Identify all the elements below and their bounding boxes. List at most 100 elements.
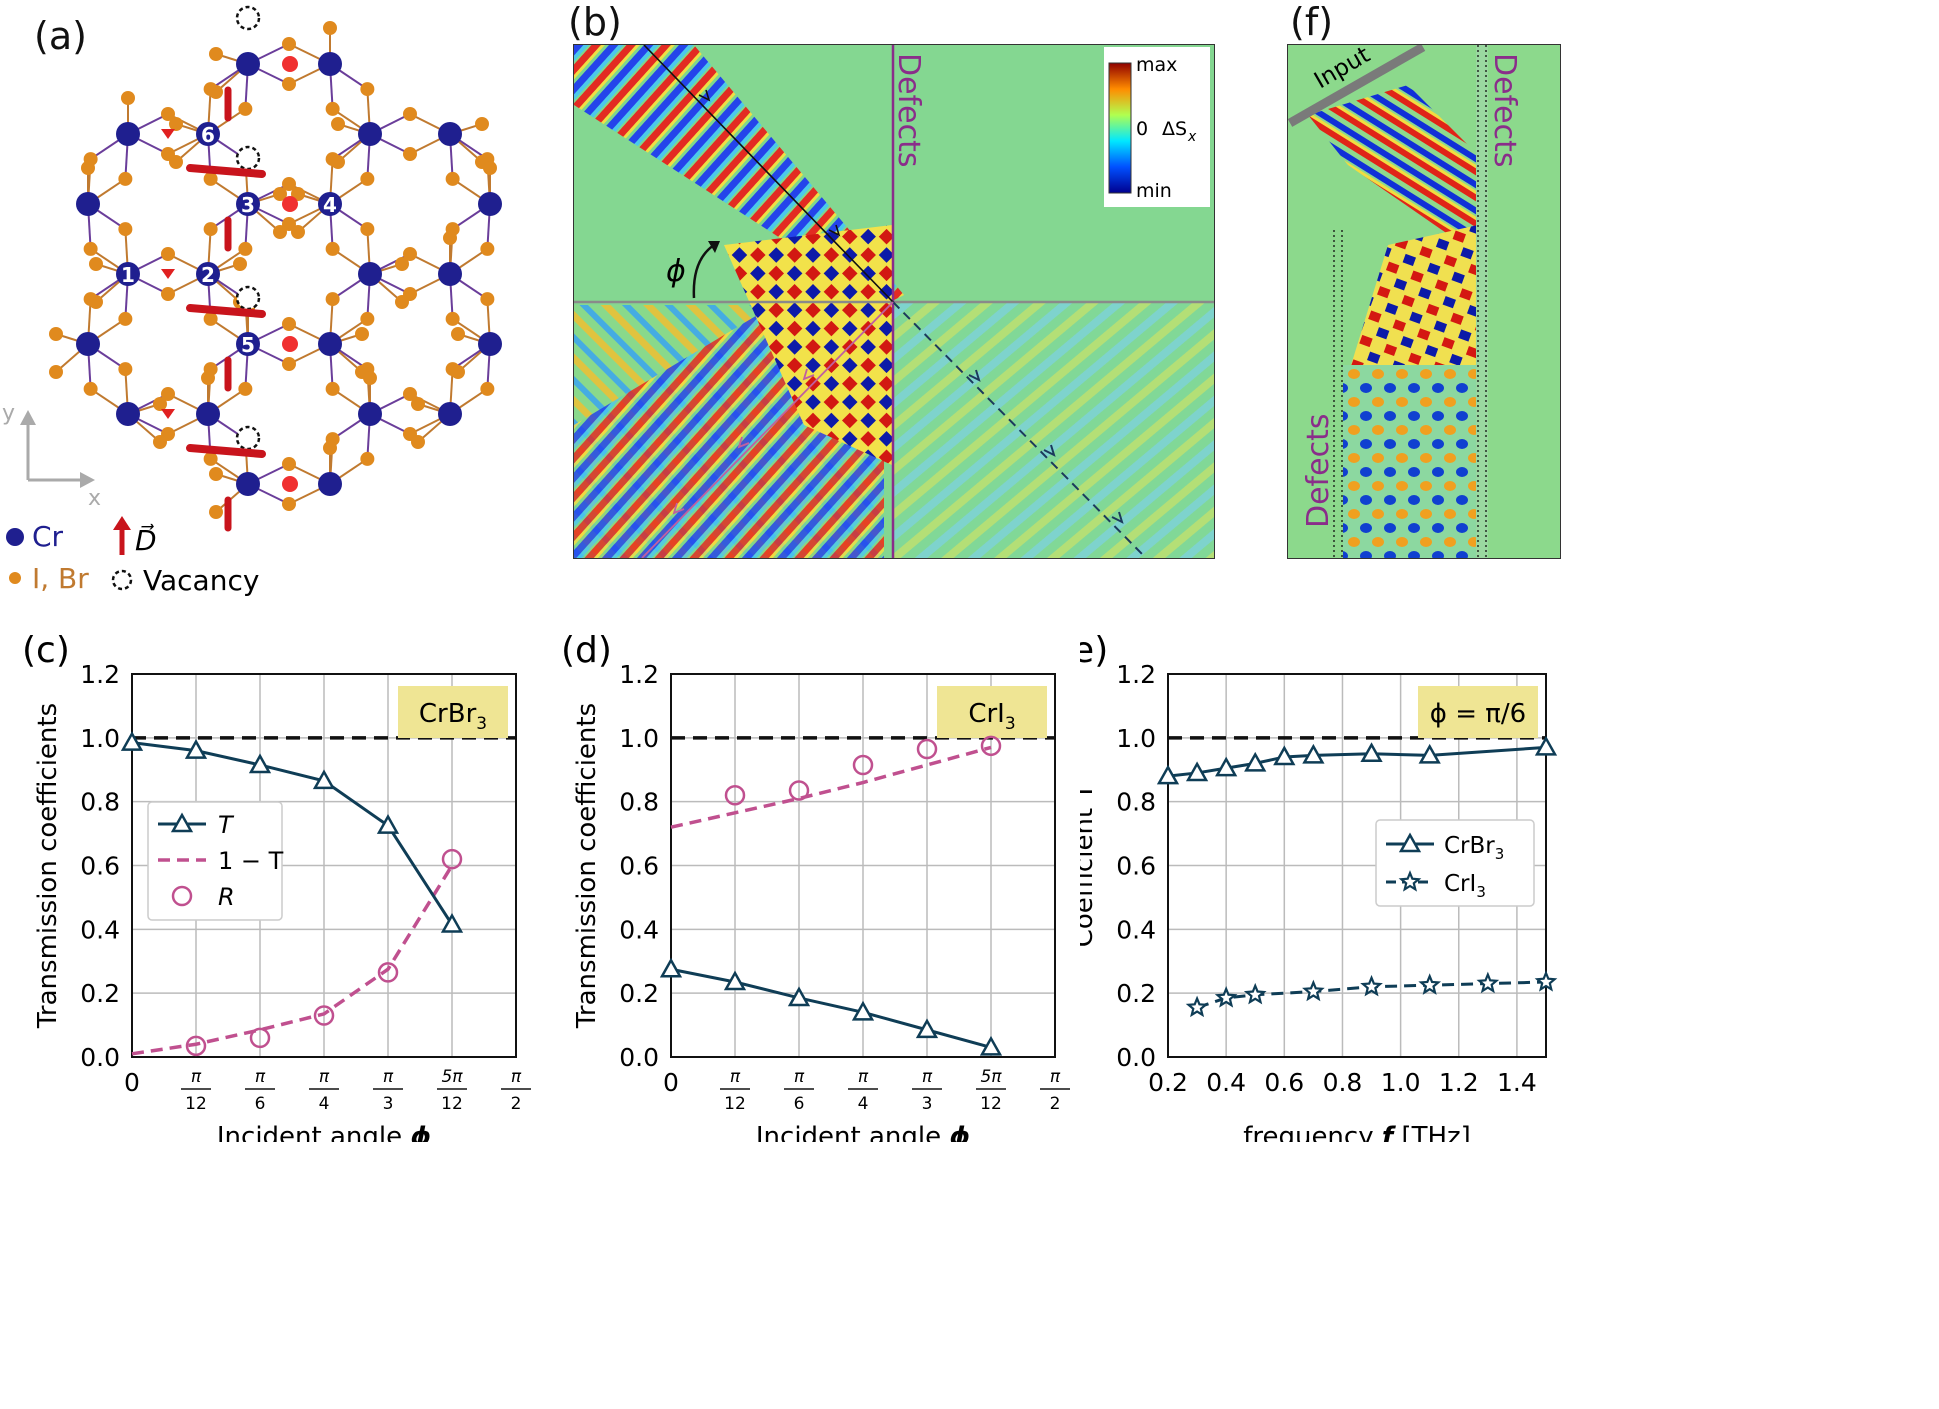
y-axis-label: Coefficient T	[1080, 784, 1099, 948]
colorbar-zero: 0	[1136, 118, 1148, 140]
xtick-den: 12	[724, 1094, 746, 1114]
halide-atom	[153, 397, 167, 411]
halide-atom	[445, 311, 460, 326]
halide-atom	[169, 155, 183, 169]
plot-frame	[670, 673, 1056, 1058]
halide-atom	[201, 371, 215, 385]
halide-atom	[121, 91, 135, 105]
xtick-label: 0.4	[1206, 1068, 1246, 1097]
chart-c: (c) 0.0 0.2 0.4 0.6 0.8 1.0 1.2 0 π 12 π 6 π 4 π 3 5π 12 π 2…	[22, 630, 531, 1142]
axis-y-label: y	[2, 401, 15, 426]
halide-atom	[323, 21, 337, 35]
colorbar-min: min	[1136, 180, 1172, 202]
point-crbr3	[1244, 751, 1267, 772]
dmi-dot	[282, 476, 298, 492]
point-crbr3	[1534, 735, 1558, 756]
xtick-label: 0.8	[1323, 1068, 1363, 1097]
point-t	[659, 957, 683, 978]
halide-atom	[233, 257, 247, 271]
xtick-num: π	[922, 1067, 933, 1087]
field-b-map: ϕ Defects max 0 ΔS x min	[574, 45, 1214, 558]
xtick-label: 1.0	[1381, 1068, 1421, 1097]
plot-frame	[1167, 673, 1547, 1058]
series-t	[131, 741, 454, 926]
halide-atom	[282, 317, 296, 331]
site-label: 3	[241, 193, 255, 217]
title-badge-text: ϕ = π/6	[1430, 699, 1526, 729]
ytick-label: 0.8	[619, 788, 659, 817]
halide-atom	[161, 387, 175, 401]
vacancy-marker	[235, 5, 261, 31]
legend-t-marker	[170, 812, 194, 833]
point-crbr3	[1418, 743, 1441, 764]
field-f: Input Defects Defects	[1287, 44, 1561, 559]
halide-atom	[480, 241, 495, 256]
xtick-num: π	[383, 1067, 394, 1087]
halide-atom	[118, 362, 133, 377]
halide-atom	[209, 505, 223, 519]
cr-atom	[76, 192, 100, 216]
point-r	[249, 1027, 271, 1049]
colorbar-max: max	[1136, 54, 1177, 76]
ytick-label: 0.8	[1116, 788, 1156, 817]
point-crbr3	[1273, 745, 1296, 766]
xtick-label: 0.2	[1148, 1068, 1188, 1097]
xtick-den: 6	[255, 1094, 266, 1114]
point-cri3	[1534, 970, 1558, 992]
colorbar-subscript: x	[1187, 129, 1197, 145]
halide-atom	[203, 451, 218, 466]
colorbar	[1108, 62, 1132, 194]
cr-atom	[76, 332, 100, 356]
cr-atom	[318, 472, 342, 496]
x-axis-label: frequency f [THz]	[1243, 1122, 1471, 1142]
site-label: 6	[201, 123, 215, 147]
halide-atom	[161, 247, 175, 261]
halide-atom	[395, 257, 409, 271]
point-t	[184, 739, 208, 759]
ytick-label: 0.4	[1116, 915, 1156, 944]
xtick-den: 6	[794, 1094, 805, 1114]
xtick-den: 12	[980, 1094, 1002, 1114]
point-r	[313, 1005, 335, 1026]
lattice-diagram: 1 2 3 4 5 6 y x Cr I, Br D⃗ Vacancy	[2, 5, 502, 597]
title-badge-text: CrBr3	[419, 699, 487, 734]
point-r	[441, 848, 463, 870]
point-crbr3	[1360, 742, 1383, 763]
xtick-num: π	[319, 1067, 330, 1087]
xtick-num: π	[191, 1067, 202, 1087]
halide-atom	[291, 225, 305, 239]
halide-atom	[403, 387, 417, 401]
halide-atom	[355, 327, 369, 341]
cr-atom	[358, 402, 382, 426]
title-badge	[937, 686, 1047, 738]
cr-atom	[236, 52, 260, 76]
halide-atom	[451, 365, 465, 379]
vacancy-marker	[235, 285, 261, 311]
halide-atom	[403, 247, 417, 261]
panel-f-label: (f)	[1290, 0, 1334, 44]
ytick-label: 0.6	[80, 852, 120, 881]
site-label: 1	[121, 263, 135, 287]
point-cri3	[1214, 986, 1238, 1008]
point-r	[980, 735, 1002, 757]
point-cri3	[1360, 974, 1383, 997]
halide-atom	[411, 435, 425, 449]
halide-atom	[331, 155, 345, 169]
panel-a-label: (a)	[34, 14, 87, 58]
title-badge	[398, 686, 508, 738]
chart-d: (d) 0.0 0.2 0.4 0.6 0.8 1.0 1.2 0 π 12 π 6 π 4 π 3 5π 12 π 2…	[561, 630, 1070, 1142]
halide-atom	[118, 222, 133, 237]
ytick-label: 0.0	[1116, 1043, 1156, 1072]
halide-atom	[273, 225, 287, 239]
legend-dmi-label: D⃗	[135, 523, 157, 557]
chart-panel-label: (d)	[561, 630, 612, 671]
halide-atom	[209, 85, 223, 99]
dmi-tri	[161, 269, 175, 279]
point-t	[248, 753, 272, 774]
halide-atom	[480, 381, 495, 396]
halide-atom	[153, 435, 167, 449]
ytick-label: 0.4	[619, 915, 659, 944]
point-t	[440, 912, 464, 933]
halide-atom	[89, 295, 103, 309]
site-label: 2	[201, 263, 215, 287]
